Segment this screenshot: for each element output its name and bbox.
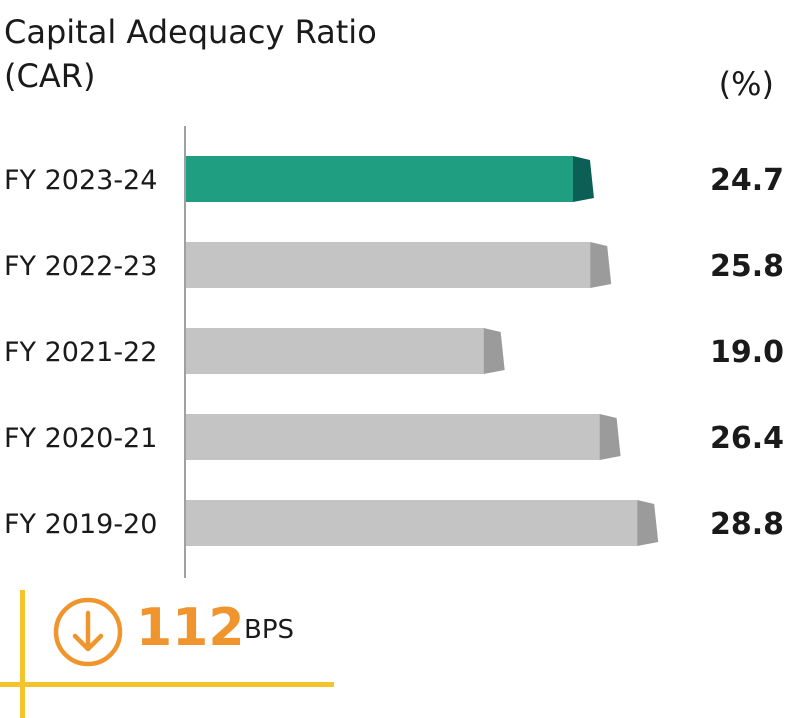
bar-cap — [483, 328, 505, 374]
chart-title: Capital Adequacy Ratio (CAR) — [4, 13, 377, 95]
kpi-unit: BPS — [244, 615, 295, 645]
arrow-down-circle-icon — [53, 597, 123, 667]
value-label: 28.8 — [710, 507, 784, 542]
unit-label: (%) — [718, 65, 774, 103]
category-label: FY 2021-22 — [4, 337, 157, 368]
value-label: 19.0 — [710, 335, 784, 370]
category-label: FY 2020-21 — [4, 423, 157, 454]
category-label: FY 2022-23 — [4, 251, 157, 282]
bar-chart: FY 2023-24 24.7 FY 2022-23 25.8 FY 2021-22 19… — [4, 126, 784, 578]
category-label: FY 2019-20 — [4, 509, 157, 540]
bar-cap — [637, 500, 659, 546]
bar-cap — [590, 242, 612, 288]
value-label: 24.7 — [710, 163, 784, 198]
bar-cap — [599, 414, 621, 460]
bar-fy-2022-23 — [186, 242, 591, 288]
value-label: 26.4 — [710, 421, 784, 456]
bar-fy-2021-22 — [186, 328, 484, 374]
bar-cap — [572, 156, 594, 202]
kpi-horizontal-line — [0, 682, 334, 687]
bar-fy-2020-21 — [186, 414, 600, 460]
bar-fy-2019-20 — [186, 500, 638, 546]
category-label: FY 2023-24 — [4, 165, 157, 196]
kpi-vertical-line — [20, 590, 25, 718]
value-label: 25.8 — [710, 249, 784, 284]
kpi-panel: 112 BPS — [0, 590, 340, 718]
kpi-value: 112 — [136, 598, 245, 658]
bar-fy-2023-24 — [186, 156, 573, 202]
